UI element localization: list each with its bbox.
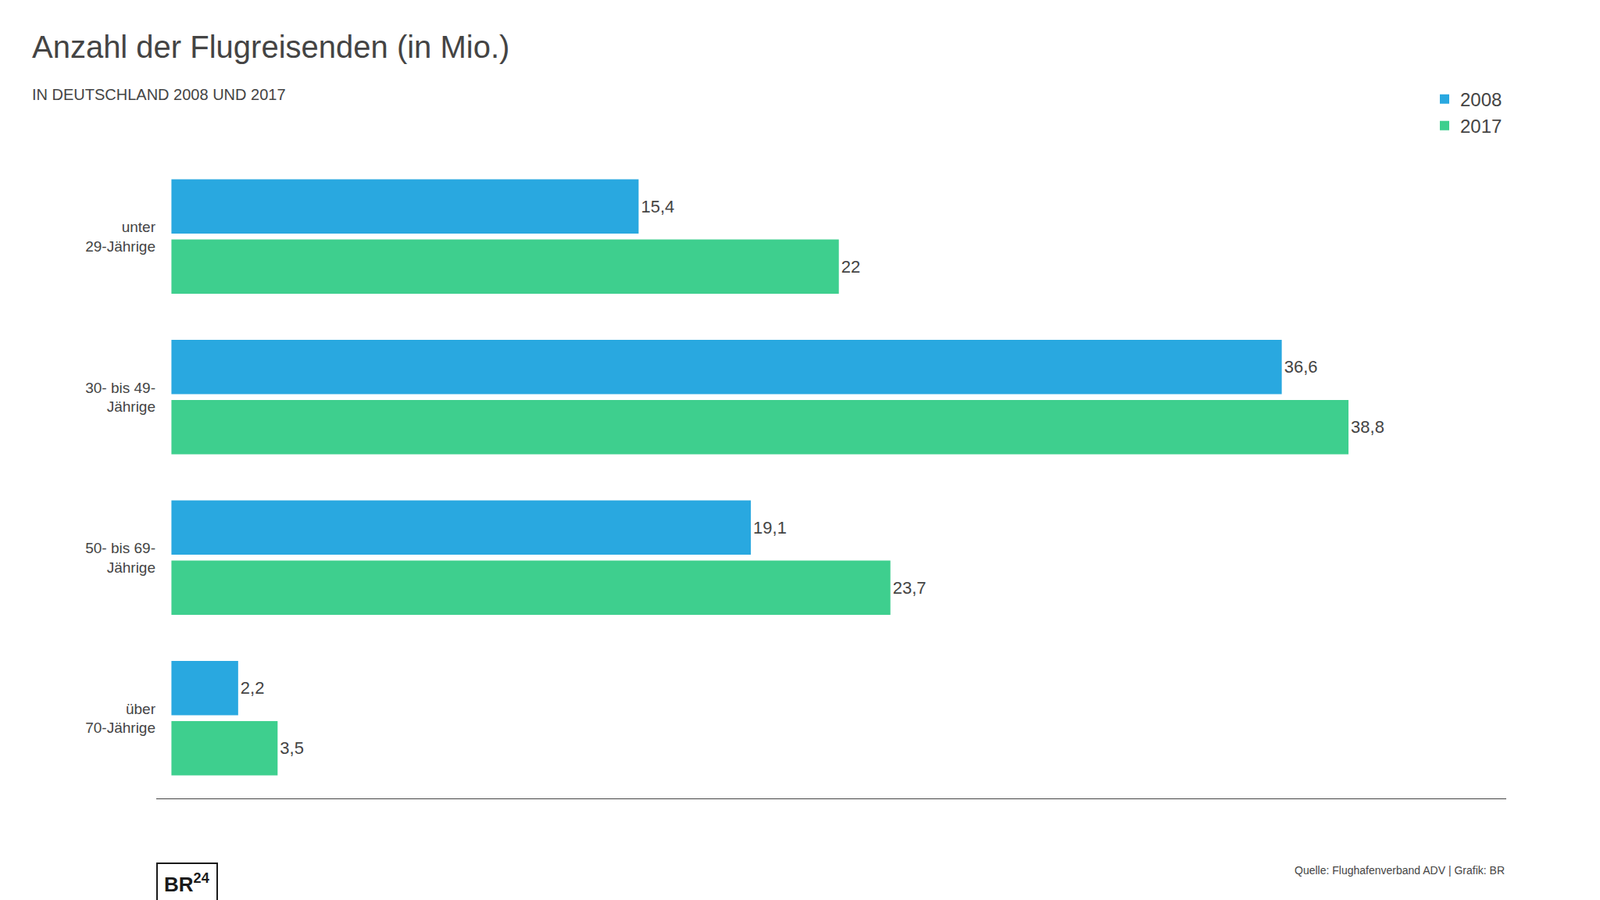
svg-text:über70-Jährige: über70-Jährige (85, 700, 156, 737)
svg-text:2017: 2017 (1460, 115, 1502, 137)
svg-text:unter29-Jährige: unter29-Jährige (85, 218, 156, 255)
svg-text:30- bis 49-Jährige: 30- bis 49-Jährige (85, 379, 156, 416)
svg-text:23,7: 23,7 (892, 578, 927, 598)
svg-text:15,4: 15,4 (640, 196, 675, 217)
svg-text:Quelle: Flughafenverband ADV |: Quelle: Flughafenverband ADV | Grafik: B… (1294, 864, 1505, 877)
svg-text:38,8: 38,8 (1350, 417, 1385, 437)
svg-text:36,6: 36,6 (1284, 357, 1318, 377)
svg-text:3,5: 3,5 (279, 738, 304, 758)
svg-text:50- bis 69-Jährige: 50- bis 69-Jährige (85, 539, 156, 576)
svg-text:19,1: 19,1 (753, 517, 787, 538)
svg-text:Anzahl der Flugreisenden (in M: Anzahl der Flugreisenden (in Mio.) (32, 29, 510, 65)
svg-text:22: 22 (841, 257, 861, 277)
svg-text:BR​24​: BR​24​ (164, 870, 211, 897)
svg-text:IN DEUTSCHLAND 2008 UND 2017: IN DEUTSCHLAND 2008 UND 2017 (32, 85, 286, 104)
svg-text:2,2: 2,2 (240, 678, 265, 698)
svg-text:2008: 2008 (1460, 89, 1502, 111)
